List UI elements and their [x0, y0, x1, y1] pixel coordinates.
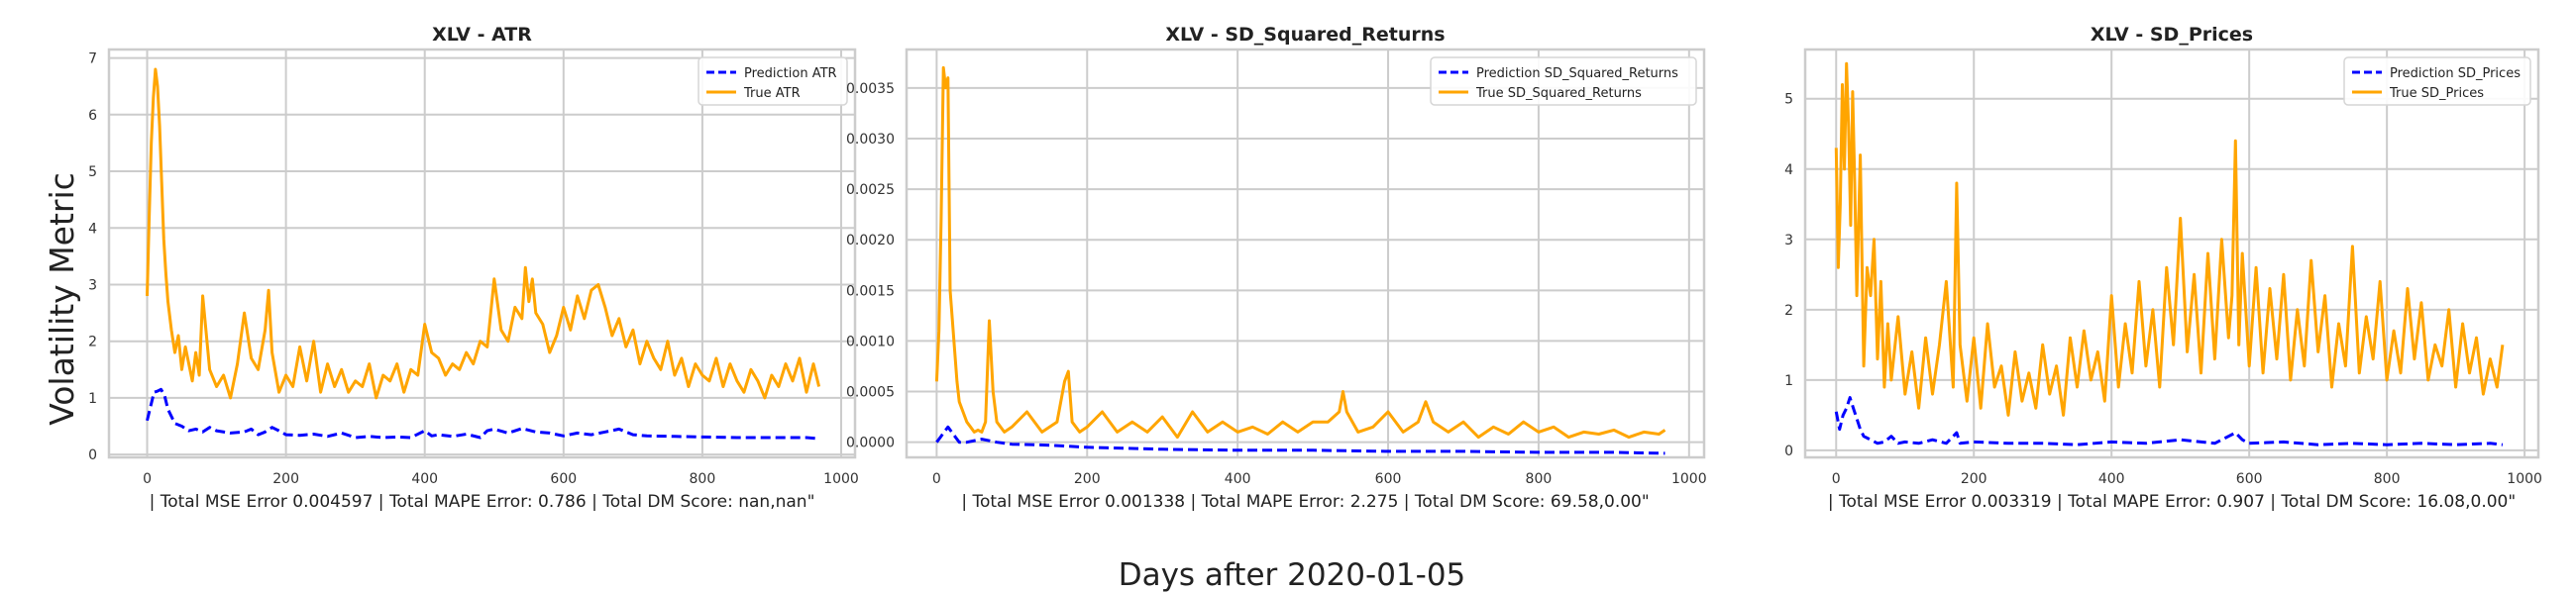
y-tick-label: 0 — [1784, 444, 1793, 459]
legend-label: Prediction SD_Prices — [2390, 66, 2521, 81]
series-line-true-atr — [146, 67, 821, 400]
x-tick-label: 0 — [143, 471, 152, 487]
legend-label: True SD_Prices — [2389, 86, 2484, 101]
x-tick-label: 1000 — [823, 471, 859, 487]
x-tick-label: 1000 — [1671, 471, 1707, 487]
x-tick-label: 400 — [2098, 471, 2125, 487]
legend-label: Prediction SD_Squared_Returns — [1476, 66, 1678, 81]
axes-frame — [107, 48, 857, 459]
y-tick-label: 0.0035 — [846, 81, 895, 97]
series-line-true-sd-squared-returns — [934, 65, 1666, 440]
series-line-prediction-sd-squared-returns — [935, 425, 1665, 455]
x-tick-label: 200 — [1074, 471, 1101, 487]
y-tick-label: 5 — [88, 164, 97, 180]
y-tick-label: 0.0000 — [846, 436, 895, 451]
x-tick-label: 600 — [1375, 471, 1402, 487]
x-tick-label: 1000 — [2507, 471, 2542, 487]
y-tick-label: 0.0030 — [846, 132, 895, 148]
subplot-xlv-sd-prices: 0 200 400 600 800 1000 0 1 2 3 4 5 XLV - SD_Prices | … — [1784, 24, 2542, 512]
subplot-title: XLV - SD_Squared_Returns — [1165, 24, 1445, 46]
subplot-xlv-sd-squared-returns: 0 200 400 600 800 1000 0.0000 0.0005 0.0010 0.001… — [846, 24, 1707, 512]
legend-box — [1430, 56, 1697, 106]
x-tick-label: 200 — [272, 471, 299, 487]
legend-label: True SD_Squared_Returns — [1475, 86, 1642, 101]
y-tick-label: 0.0005 — [846, 385, 895, 401]
y-tick-label: 0.0015 — [846, 283, 895, 299]
legend: Prediction ATR True ATR — [698, 56, 848, 106]
subplot-xlv-atr: 0 200 400 600 800 1000 0 1 2 3 4 5 6 7 XLV - ATR | Tota… — [88, 24, 859, 512]
x-tick-label: 0 — [1832, 471, 1841, 487]
y-tick-label: 1 — [1784, 373, 1793, 389]
subplot-error-summary: | Total MSE Error 0.003319 | Total MAPE … — [1828, 492, 2516, 512]
x-tick-label: 800 — [1526, 471, 1553, 487]
y-tick-label: 6 — [88, 108, 97, 124]
x-tick-label: 400 — [411, 471, 438, 487]
y-tick-label: 1 — [88, 391, 97, 407]
y-tick-label: 3 — [88, 277, 97, 293]
legend-label: True ATR — [743, 86, 801, 101]
subplot-error-summary: | Total MSE Error 0.001338 | Total MAPE … — [961, 492, 1649, 512]
y-tick-label: 3 — [1784, 233, 1793, 248]
series-line-prediction-sd-prices — [1834, 396, 2504, 446]
legend: Prediction SD_Prices True SD_Prices — [2343, 56, 2531, 106]
x-tick-label: 800 — [690, 471, 716, 487]
y-tick-label: 4 — [88, 221, 97, 237]
axes-frame — [905, 48, 1706, 459]
y-tick-label: 7 — [88, 51, 97, 67]
x-tick-label: 600 — [2236, 471, 2263, 487]
series-line-true-sd-prices — [1834, 61, 2505, 417]
x-tick-label: 200 — [1961, 471, 1987, 487]
x-tick-label: 0 — [932, 471, 941, 487]
subplot-title: XLV - SD_Prices — [2091, 24, 2253, 46]
axes-frame — [1803, 48, 2540, 459]
subplot-title: XLV - ATR — [432, 24, 532, 46]
y-tick-label: 2 — [88, 335, 97, 350]
y-tick-label: 0.0025 — [846, 182, 895, 198]
y-tick-label: 2 — [1784, 303, 1793, 319]
series-line-prediction-atr — [146, 387, 819, 441]
legend: Prediction SD_Squared_Returns True SD_Squ… — [1430, 56, 1697, 106]
x-tick-label: 400 — [1225, 471, 1251, 487]
legend-label: Prediction ATR — [744, 66, 837, 81]
y-tick-label: 5 — [1784, 92, 1793, 108]
y-tick-label: 0.0010 — [846, 334, 895, 349]
y-tick-label: 0.0020 — [846, 233, 895, 248]
legend-box — [2343, 56, 2531, 106]
figure-ylabel: Volatility Metric — [43, 172, 81, 426]
y-tick-label: 0 — [88, 447, 97, 463]
x-tick-label: 800 — [2374, 471, 2401, 487]
x-tick-label: 600 — [550, 471, 577, 487]
subplot-error-summary: | Total MSE Error 0.004597 | Total MAPE … — [150, 492, 815, 512]
figure-xlabel: Days after 2020-01-05 — [1119, 557, 1466, 593]
y-tick-label: 4 — [1784, 162, 1793, 178]
